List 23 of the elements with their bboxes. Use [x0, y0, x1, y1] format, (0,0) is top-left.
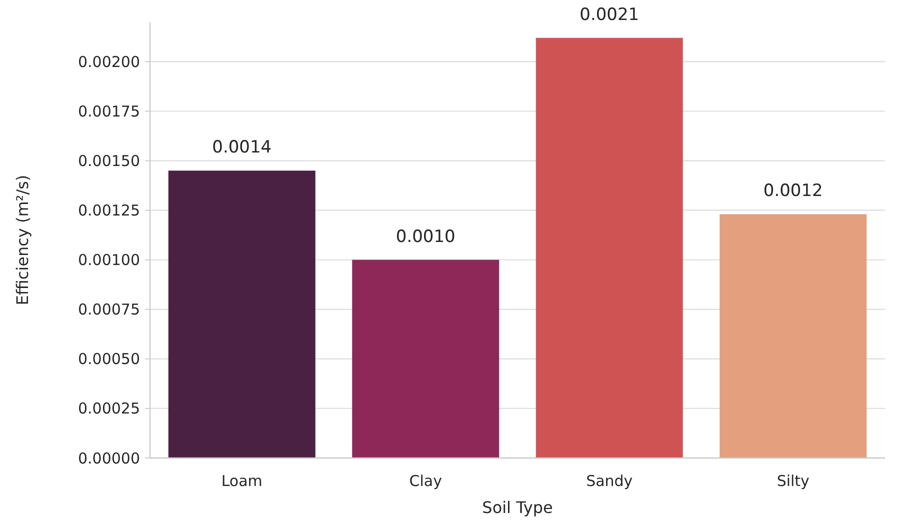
data-label: 0.0014 [212, 138, 272, 158]
x-tick-label: Sandy [586, 472, 633, 490]
bar [536, 38, 683, 458]
data-label: 0.0012 [763, 181, 823, 202]
y-tick-label: 0.00100 [78, 251, 140, 270]
x-axis-title: Soil Type [482, 498, 553, 517]
bar [168, 170, 316, 458]
x-tick-label: Silty [776, 472, 810, 490]
x-tick-label: Loam [221, 472, 262, 490]
y-tick-label: 0.00125 [78, 202, 140, 220]
y-tick-label: 0.00025 [78, 400, 140, 418]
y-tick-label: 0.00050 [78, 350, 140, 368]
bar [352, 260, 500, 458]
y-axis-title: Efficiency (m²/s) [13, 174, 32, 306]
y-tick-label: 0.00175 [78, 102, 140, 120]
data-label: 0.0021 [580, 4, 640, 25]
y-tick-label: 0.00000 [78, 449, 140, 468]
x-tick-label: Clay [409, 472, 442, 490]
bar [720, 214, 867, 458]
data-label: 0.0010 [396, 226, 456, 247]
y-tick-label: 0.00075 [78, 300, 140, 319]
y-tick-label: 0.00150 [78, 152, 140, 170]
y-tick-label: 0.00200 [78, 52, 140, 71]
